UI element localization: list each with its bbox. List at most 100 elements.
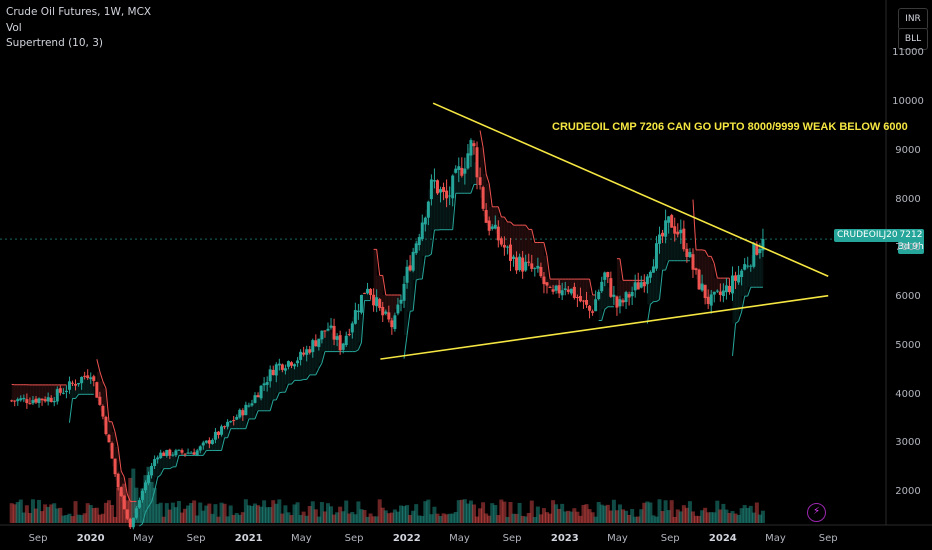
candle-body <box>490 226 494 229</box>
candle-body <box>594 299 598 312</box>
candle-body <box>198 446 202 451</box>
supertrend-fill-segment <box>124 494 128 515</box>
volume-bar <box>554 504 559 523</box>
time-tick-label: 2022 <box>392 533 421 544</box>
current-price-value: 7212 <box>899 230 923 240</box>
candle-body <box>259 385 263 399</box>
candle-body <box>737 274 741 283</box>
supertrend-fill-segment <box>495 206 499 234</box>
supertrend-fill-segment <box>139 495 143 524</box>
volume-bar <box>727 512 732 523</box>
volume-bar <box>630 509 635 523</box>
volume-bar <box>608 510 613 523</box>
supertrend-segment <box>160 468 165 476</box>
candle-body <box>493 224 497 229</box>
supertrend-segment <box>665 260 670 271</box>
volume-bar <box>459 499 464 523</box>
supertrend-segment <box>412 279 417 311</box>
candle-body <box>679 229 683 234</box>
candle-body <box>22 397 26 400</box>
lightning-icon[interactable]: ⚡ <box>807 503 826 522</box>
candle-body <box>712 291 716 295</box>
candle-body <box>435 180 439 194</box>
trendlines[interactable] <box>380 102 829 360</box>
supertrend-fill-segment <box>735 278 739 322</box>
volume-bar <box>636 516 641 523</box>
volume-bar <box>456 500 461 523</box>
supertrend-fill-segment <box>416 241 420 280</box>
volume-bar <box>94 507 99 523</box>
volume-bar <box>183 508 188 523</box>
volume-bar <box>198 502 203 523</box>
supertrend-fill-segment <box>458 171 463 194</box>
candle-body <box>55 389 59 402</box>
supertrend-fill-segment <box>376 275 381 304</box>
candle-body <box>366 288 370 294</box>
supertrend-fill-segment <box>364 291 368 301</box>
candle-body <box>575 297 579 299</box>
candle-body <box>362 292 366 294</box>
supertrend-fill-segment <box>486 183 490 226</box>
candle-body <box>472 143 476 147</box>
candle-body <box>171 454 175 456</box>
candle-body <box>405 266 409 283</box>
supertrend-fill-segment <box>391 295 396 323</box>
candle-body <box>387 312 391 320</box>
candle-body <box>664 220 668 237</box>
candle-body <box>466 153 470 169</box>
supertrend-fill-segment <box>513 225 517 264</box>
supertrend-fill-segment <box>574 279 578 298</box>
chart-annotation[interactable]: CRUDEOIL CMP 7206 CAN GO UPTO 8000/9999 … <box>552 121 908 133</box>
supertrend-fill-segment <box>422 221 426 257</box>
candle-body <box>253 395 257 403</box>
candle-body <box>530 263 534 269</box>
legend-volume[interactable]: Vol <box>6 21 22 34</box>
supertrend-fill-segment <box>185 453 189 456</box>
legend-supertrend[interactable]: Supertrend (10, 3) <box>6 37 103 49</box>
volume-bar <box>739 508 744 523</box>
supertrend-segment <box>269 399 274 411</box>
supertrend-fill-segment <box>355 311 359 350</box>
legend-symbol[interactable]: Crude Oil Futures, 1W, MCX <box>6 6 152 18</box>
supertrend-fill-segment <box>385 295 390 316</box>
supertrend-fill-segment <box>732 278 736 324</box>
volume-bar <box>690 511 695 523</box>
volume-bar <box>140 488 145 523</box>
candle-body <box>445 190 449 199</box>
volume-bar <box>283 505 288 523</box>
supertrend-fill-segment <box>537 242 542 272</box>
volume-bar <box>681 505 686 523</box>
supertrend-fill-segment <box>178 451 183 456</box>
volume-bar <box>52 503 57 523</box>
candle-body <box>153 459 157 467</box>
candle-body <box>116 473 120 488</box>
volume-bar <box>411 510 416 523</box>
volume-bar <box>298 515 303 523</box>
unit-bll-button[interactable]: BLL <box>898 28 928 50</box>
volume-bar <box>438 515 443 523</box>
volume-bar <box>46 506 51 523</box>
candle-body <box>326 328 330 331</box>
candle-body <box>457 166 461 170</box>
supertrend-fill-segment <box>449 186 454 230</box>
volume-bar <box>49 504 54 523</box>
supertrend-fill-segment <box>680 238 685 261</box>
volume-bar <box>578 515 583 523</box>
volume-bar <box>590 512 595 523</box>
volume-bar <box>465 503 470 523</box>
supertrend-fill-segment <box>11 384 16 401</box>
currency-inr-button[interactable]: INR <box>898 8 928 30</box>
supertrend-segment <box>656 299 660 302</box>
volume-bar <box>304 515 309 523</box>
volume-bar <box>12 504 17 523</box>
supertrend-segment <box>488 183 493 207</box>
supertrend-fill-segment <box>230 420 235 429</box>
candle-body <box>454 168 458 173</box>
supertrend-fill-segment <box>692 249 697 270</box>
volume-bar <box>371 516 376 523</box>
volume-bar <box>468 500 473 523</box>
volume-bar <box>383 510 388 523</box>
supertrend-fill-segment <box>282 369 286 393</box>
supertrend-fill-segment <box>87 378 92 395</box>
